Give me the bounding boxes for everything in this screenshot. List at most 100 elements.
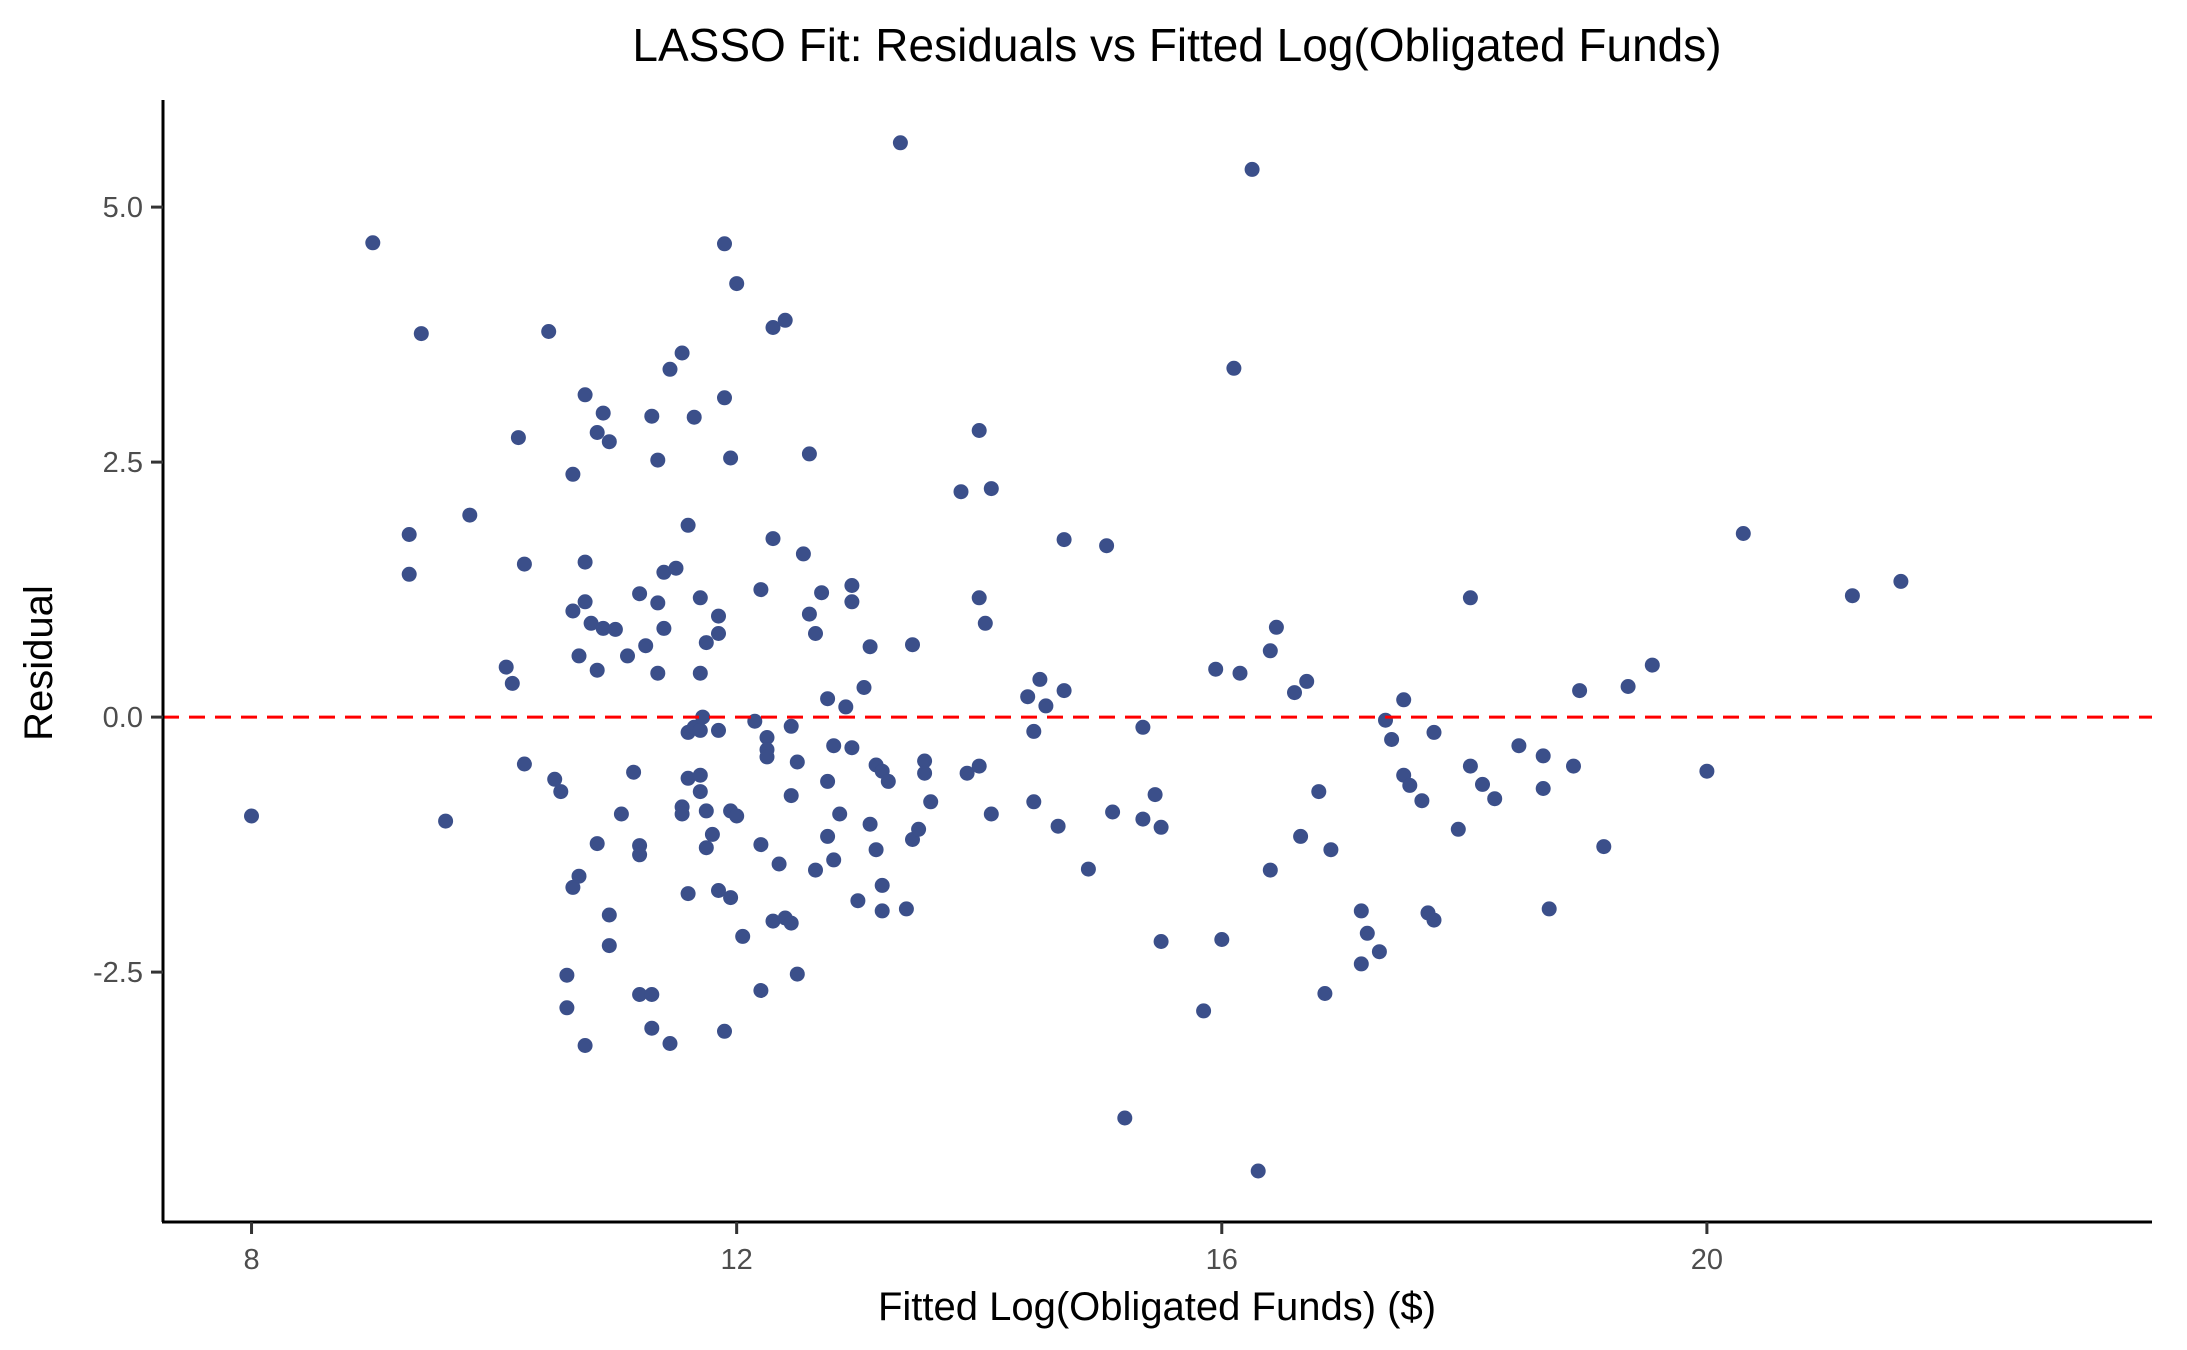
data-point	[517, 557, 532, 572]
data-point	[511, 430, 526, 445]
data-point	[656, 621, 671, 636]
data-point	[602, 938, 617, 953]
data-point	[644, 1021, 659, 1036]
data-point	[559, 1000, 574, 1015]
data-point	[1396, 692, 1411, 707]
data-point	[899, 901, 914, 916]
data-point	[1299, 674, 1314, 689]
data-point	[729, 276, 744, 291]
data-point	[644, 409, 659, 424]
data-point	[711, 723, 726, 738]
data-point	[1536, 748, 1551, 763]
data-point	[1245, 162, 1260, 177]
data-point	[784, 916, 799, 931]
data-point	[1251, 1164, 1266, 1179]
data-point	[766, 531, 781, 546]
data-point	[1038, 698, 1053, 713]
y-tick-label: 5.0	[103, 192, 143, 224]
data-point	[572, 869, 587, 884]
data-point	[984, 481, 999, 496]
data-point	[954, 484, 969, 499]
data-point	[1451, 822, 1466, 837]
data-point	[650, 453, 665, 468]
y-tick-label: 0.0	[103, 702, 143, 734]
data-point	[578, 387, 593, 402]
data-point	[602, 908, 617, 923]
data-point	[675, 346, 690, 361]
data-point	[1402, 778, 1417, 793]
data-point	[844, 594, 859, 609]
data-point	[1263, 863, 1278, 878]
data-point	[681, 886, 696, 901]
data-point	[693, 590, 708, 605]
data-point	[1378, 713, 1393, 728]
data-point	[438, 814, 453, 829]
data-points	[244, 135, 2187, 1178]
data-point	[1427, 725, 1442, 740]
data-point	[626, 765, 641, 780]
data-point	[517, 757, 532, 772]
data-point	[917, 766, 932, 781]
data-point	[1081, 862, 1096, 877]
data-point	[644, 987, 659, 1002]
data-point	[735, 929, 750, 944]
data-point	[1263, 643, 1278, 658]
data-point	[857, 680, 872, 695]
data-point	[826, 738, 841, 753]
data-point	[693, 666, 708, 681]
data-point	[414, 326, 429, 341]
x-tick-label: 8	[243, 1244, 259, 1276]
x-axis-title: Fitted Log(Obligated Funds) ($)	[878, 1285, 1436, 1329]
x-tick-label: 20	[1691, 1244, 1723, 1276]
data-point	[1154, 820, 1169, 835]
data-point	[699, 635, 714, 650]
data-point	[1317, 986, 1332, 1001]
data-point	[784, 719, 799, 734]
data-point	[1536, 781, 1551, 796]
data-point	[802, 446, 817, 461]
data-point	[1099, 538, 1114, 553]
data-point	[1596, 839, 1611, 854]
data-point	[1117, 1111, 1132, 1126]
data-point	[911, 822, 926, 837]
data-point	[1511, 738, 1526, 753]
data-point	[1542, 901, 1557, 916]
data-point	[863, 817, 878, 832]
data-point	[1354, 903, 1369, 918]
data-point	[1736, 526, 1751, 541]
chart-title: LASSO Fit: Residuals vs Fitted Log(Oblig…	[632, 19, 1721, 71]
data-point	[638, 638, 653, 653]
data-point	[838, 699, 853, 714]
data-point	[462, 508, 477, 523]
data-point	[844, 578, 859, 593]
data-point	[1463, 759, 1478, 774]
data-point	[832, 807, 847, 822]
data-point	[711, 609, 726, 624]
data-point	[820, 774, 835, 789]
data-point	[850, 893, 865, 908]
data-point	[1475, 777, 1490, 792]
data-point	[802, 607, 817, 622]
data-point	[1463, 590, 1478, 605]
data-point	[650, 666, 665, 681]
data-point	[1154, 934, 1169, 949]
data-point	[1026, 724, 1041, 739]
data-point	[675, 807, 690, 822]
data-point	[844, 740, 859, 755]
data-point	[778, 313, 793, 328]
data-point	[608, 622, 623, 637]
data-point	[1414, 793, 1429, 808]
data-point	[699, 840, 714, 855]
data-point	[753, 582, 768, 597]
data-point	[1621, 679, 1636, 694]
data-point	[717, 1024, 732, 1039]
data-point	[1293, 829, 1308, 844]
data-point	[1026, 794, 1041, 809]
data-point	[772, 857, 787, 872]
data-point	[541, 324, 556, 339]
data-point	[790, 967, 805, 982]
data-point	[693, 768, 708, 783]
data-point	[711, 626, 726, 641]
data-point	[820, 691, 835, 706]
data-point	[881, 774, 896, 789]
